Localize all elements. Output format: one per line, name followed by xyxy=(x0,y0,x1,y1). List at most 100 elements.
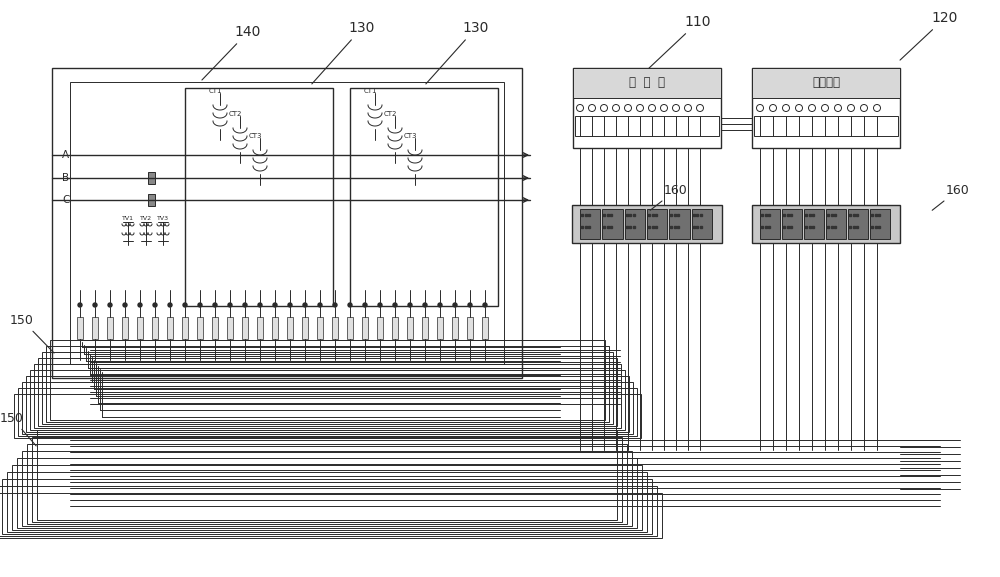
Bar xyxy=(182,317,188,339)
Text: TV3: TV3 xyxy=(157,215,169,220)
Bar xyxy=(242,317,248,339)
Bar xyxy=(422,317,428,339)
Text: CT2: CT2 xyxy=(228,111,242,117)
Text: 130: 130 xyxy=(312,21,375,84)
Bar xyxy=(692,209,712,239)
Text: CT3: CT3 xyxy=(403,133,417,139)
Bar xyxy=(350,88,498,306)
Text: 130: 130 xyxy=(426,21,489,84)
Bar xyxy=(407,317,413,339)
Circle shape xyxy=(408,303,412,307)
Circle shape xyxy=(213,303,217,307)
Bar xyxy=(482,317,488,339)
Bar xyxy=(22,451,632,526)
Text: C: C xyxy=(62,195,69,205)
Circle shape xyxy=(138,303,142,307)
Text: 160: 160 xyxy=(932,183,970,210)
Text: CT1: CT1 xyxy=(363,88,377,94)
Bar xyxy=(122,317,128,339)
Bar xyxy=(870,209,890,239)
Circle shape xyxy=(258,303,262,307)
Bar xyxy=(152,317,158,339)
Text: 110: 110 xyxy=(649,15,711,68)
Bar xyxy=(12,465,642,530)
Bar xyxy=(647,209,667,239)
Text: TV1: TV1 xyxy=(122,215,134,220)
Bar xyxy=(782,209,802,239)
Bar xyxy=(17,458,637,528)
Bar xyxy=(46,346,609,422)
Bar xyxy=(467,317,473,339)
Circle shape xyxy=(168,303,172,307)
Circle shape xyxy=(318,303,322,307)
Bar xyxy=(2,479,652,534)
Text: 120: 120 xyxy=(900,11,958,60)
Circle shape xyxy=(438,303,442,307)
Text: B: B xyxy=(62,173,69,183)
Bar xyxy=(437,317,443,339)
Bar xyxy=(14,394,641,438)
Bar xyxy=(0,486,657,536)
Bar xyxy=(804,209,824,239)
Bar xyxy=(22,382,633,434)
Bar xyxy=(362,317,368,339)
Bar xyxy=(572,205,722,243)
Circle shape xyxy=(228,303,232,307)
Bar xyxy=(392,317,398,339)
Bar xyxy=(77,317,83,339)
Text: 负控件端: 负控件端 xyxy=(812,77,840,89)
Bar xyxy=(167,317,173,339)
Bar xyxy=(185,88,333,306)
Bar xyxy=(30,370,625,430)
Bar xyxy=(37,430,617,520)
Text: 140: 140 xyxy=(202,25,261,80)
Bar xyxy=(625,209,645,239)
Bar xyxy=(302,317,308,339)
Bar xyxy=(70,82,504,364)
Text: 电  能  表: 电 能 表 xyxy=(629,77,665,89)
Bar xyxy=(752,68,900,148)
Circle shape xyxy=(333,303,337,307)
Circle shape xyxy=(468,303,472,307)
Bar xyxy=(18,388,637,436)
Circle shape xyxy=(288,303,292,307)
Bar xyxy=(52,68,522,378)
Circle shape xyxy=(108,303,112,307)
Text: TV2: TV2 xyxy=(140,215,152,220)
Bar xyxy=(0,493,662,538)
Bar xyxy=(7,472,647,532)
Bar xyxy=(26,376,629,432)
Text: CT1: CT1 xyxy=(208,88,222,94)
Circle shape xyxy=(93,303,97,307)
Bar xyxy=(148,194,155,206)
Bar xyxy=(148,172,155,184)
Bar xyxy=(332,317,338,339)
Circle shape xyxy=(123,303,127,307)
Circle shape xyxy=(243,303,247,307)
Text: 150: 150 xyxy=(0,411,36,446)
Bar xyxy=(580,209,600,239)
Bar xyxy=(272,317,278,339)
Bar xyxy=(257,317,263,339)
Bar xyxy=(197,317,203,339)
Bar xyxy=(34,364,621,428)
Bar xyxy=(227,317,233,339)
Text: 160: 160 xyxy=(650,183,688,210)
Text: CT2: CT2 xyxy=(383,111,397,117)
Bar xyxy=(575,116,719,136)
Bar xyxy=(27,444,627,524)
Bar xyxy=(848,209,868,239)
Text: A: A xyxy=(62,150,69,160)
Circle shape xyxy=(423,303,427,307)
Bar xyxy=(573,68,721,148)
Circle shape xyxy=(378,303,382,307)
Bar xyxy=(50,340,605,420)
Text: 150: 150 xyxy=(10,313,54,353)
Bar xyxy=(42,352,613,424)
Circle shape xyxy=(153,303,157,307)
Bar xyxy=(347,317,353,339)
Circle shape xyxy=(303,303,307,307)
Bar xyxy=(287,317,293,339)
Bar xyxy=(317,317,323,339)
Circle shape xyxy=(363,303,367,307)
